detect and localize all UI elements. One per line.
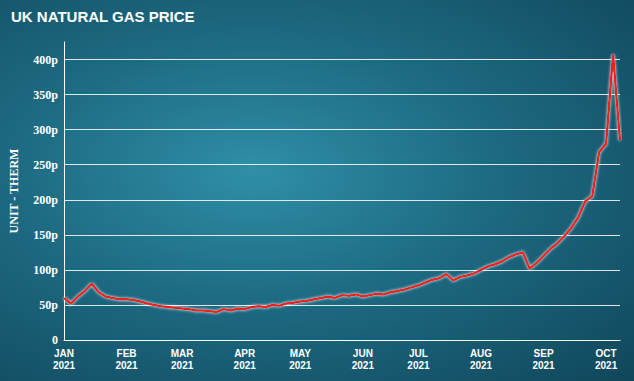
svg-text:50p: 50p <box>39 298 58 312</box>
svg-text:JAN: JAN <box>54 348 74 359</box>
svg-text:350p: 350p <box>33 88 58 102</box>
svg-text:MAY: MAY <box>290 348 312 359</box>
svg-text:2021: 2021 <box>470 360 493 371</box>
svg-text:200p: 200p <box>33 193 58 207</box>
svg-text:2021: 2021 <box>352 360 375 371</box>
svg-text:2021: 2021 <box>595 360 618 371</box>
svg-text:2021: 2021 <box>115 360 138 371</box>
svg-text:APR: APR <box>234 348 256 359</box>
svg-text:2021: 2021 <box>289 360 312 371</box>
svg-text:2021: 2021 <box>407 360 430 371</box>
svg-text:UNIT - THERM: UNIT - THERM <box>7 149 21 234</box>
svg-text:300p: 300p <box>33 123 58 137</box>
svg-text:100p: 100p <box>33 263 58 277</box>
svg-text:AUG: AUG <box>470 348 492 359</box>
svg-text:FEB: FEB <box>117 348 137 359</box>
svg-text:UK NATURAL GAS PRICE: UK NATURAL GAS PRICE <box>11 8 195 25</box>
svg-text:SEP: SEP <box>534 348 554 359</box>
svg-text:MAR: MAR <box>171 348 195 359</box>
svg-text:250p: 250p <box>33 158 58 172</box>
svg-text:150p: 150p <box>33 228 58 242</box>
svg-text:OCT: OCT <box>596 348 617 359</box>
svg-text:2021: 2021 <box>171 360 194 371</box>
svg-text:0: 0 <box>52 333 58 347</box>
svg-text:2021: 2021 <box>53 360 76 371</box>
svg-text:JUL: JUL <box>409 348 428 359</box>
svg-text:400p: 400p <box>33 53 58 67</box>
svg-text:JUN: JUN <box>353 348 373 359</box>
svg-text:2021: 2021 <box>532 360 555 371</box>
svg-text:2021: 2021 <box>234 360 257 371</box>
